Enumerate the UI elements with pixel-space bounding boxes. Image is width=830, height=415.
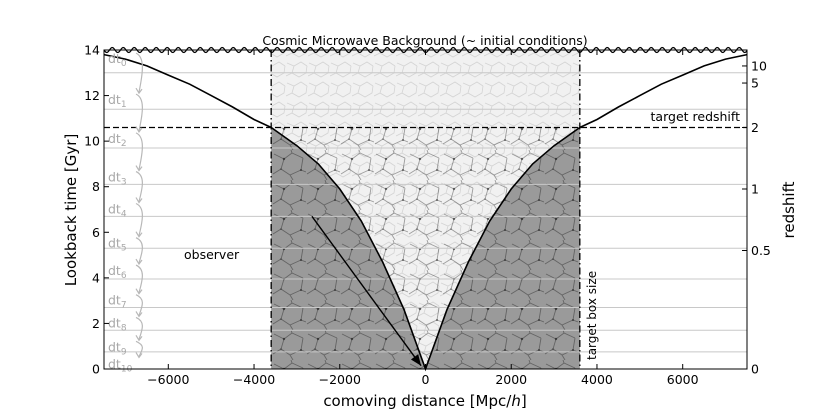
redshift-tick-label: 5 bbox=[751, 76, 759, 91]
time-step-label: dt10 bbox=[108, 356, 133, 374]
y-axis-ticks: 0 2 4 6 8 10 12 14 bbox=[84, 43, 109, 377]
time-step-label: dt2 bbox=[108, 131, 127, 149]
x-tick-label: 6000 bbox=[667, 372, 699, 387]
time-step-label: dt5 bbox=[108, 236, 127, 254]
time-step-arrowhead bbox=[135, 352, 143, 359]
time-step-arrowhead bbox=[135, 258, 143, 266]
time-step-arrowhead bbox=[135, 311, 143, 318]
time-step-arrow bbox=[135, 202, 143, 236]
time-step-arrowhead bbox=[135, 288, 143, 295]
x-tick-label: −6000 bbox=[147, 372, 189, 387]
redshift-tick-label: 2 bbox=[751, 120, 759, 135]
redshift-tick-label: 0.5 bbox=[751, 243, 771, 258]
y-tick-label: 6 bbox=[92, 225, 100, 240]
x-tick-label: 4000 bbox=[581, 372, 613, 387]
redshift-axis-ticks: 10 5 2 1 0.5 0 bbox=[742, 58, 771, 377]
observer-arrow bbox=[311, 215, 422, 367]
time-step-arrowhead bbox=[135, 165, 143, 172]
observer-label: observer bbox=[184, 247, 240, 262]
y-tick-label: 10 bbox=[84, 134, 100, 149]
time-step-label: dt8 bbox=[108, 315, 127, 333]
observer-arrow-line bbox=[311, 215, 422, 367]
y-tick-label: 12 bbox=[84, 88, 100, 103]
y-tick-label: 4 bbox=[92, 270, 100, 285]
x-axis-label: comoving distance [Mpc/h] bbox=[323, 392, 526, 410]
time-step-arrowhead bbox=[135, 231, 143, 238]
time-step-arrow bbox=[135, 237, 143, 264]
time-step-arrow bbox=[135, 93, 143, 131]
time-step-label: dt9 bbox=[108, 339, 127, 357]
y-axis-label-right: redshift bbox=[780, 181, 798, 238]
time-step-label: dt3 bbox=[108, 170, 127, 188]
simulation-slab bbox=[271, 50, 580, 369]
redshift-tick-label: 0 bbox=[751, 362, 759, 377]
target-box-size-label: target box size bbox=[585, 271, 599, 360]
time-step-label: dt0 bbox=[108, 51, 127, 69]
reference-lines bbox=[104, 50, 747, 369]
time-step-arrowhead bbox=[135, 87, 143, 95]
observer-arrowhead bbox=[410, 354, 422, 366]
y-axis-label: Lookback time [Gyr] bbox=[62, 134, 80, 287]
y-tick-label: 8 bbox=[92, 179, 100, 194]
time-step-arrow bbox=[135, 316, 143, 340]
redshift-tick-label: 10 bbox=[751, 58, 767, 73]
time-step-label: dt1 bbox=[108, 92, 127, 110]
time-step-arrow bbox=[135, 340, 143, 357]
time-step-arrowhead bbox=[135, 197, 143, 204]
x-axis-ticks: −6000 −4000 −2000 0 2000 4000 6000 bbox=[147, 50, 699, 387]
y-tick-label: 14 bbox=[84, 43, 100, 58]
x-tick-label: 0 bbox=[422, 372, 430, 387]
time-step-label: dt6 bbox=[108, 263, 127, 281]
chart-title: Cosmic Microwave Background (~ initial c… bbox=[262, 33, 587, 48]
time-step-arrow bbox=[135, 132, 143, 170]
x-tick-label: −4000 bbox=[233, 372, 275, 387]
time-step-arrow bbox=[135, 264, 143, 293]
time-step-label: dt7 bbox=[108, 293, 127, 311]
time-step-label: dt4 bbox=[108, 202, 127, 220]
y-tick-label: 0 bbox=[92, 362, 100, 377]
y-tick-label: 2 bbox=[92, 316, 100, 331]
time-step-arrowhead bbox=[135, 126, 143, 133]
time-step-lines bbox=[104, 72, 747, 353]
time-step-arrowhead bbox=[135, 335, 143, 342]
target-redshift-label: target redshift bbox=[651, 109, 741, 124]
x-tick-label: 2000 bbox=[495, 372, 527, 387]
redshift-tick-label: 1 bbox=[751, 181, 759, 196]
x-tick-label: −2000 bbox=[319, 372, 361, 387]
time-step-arrow bbox=[135, 52, 143, 93]
time-step-arrow bbox=[135, 171, 143, 202]
time-step-arrow bbox=[135, 294, 143, 316]
